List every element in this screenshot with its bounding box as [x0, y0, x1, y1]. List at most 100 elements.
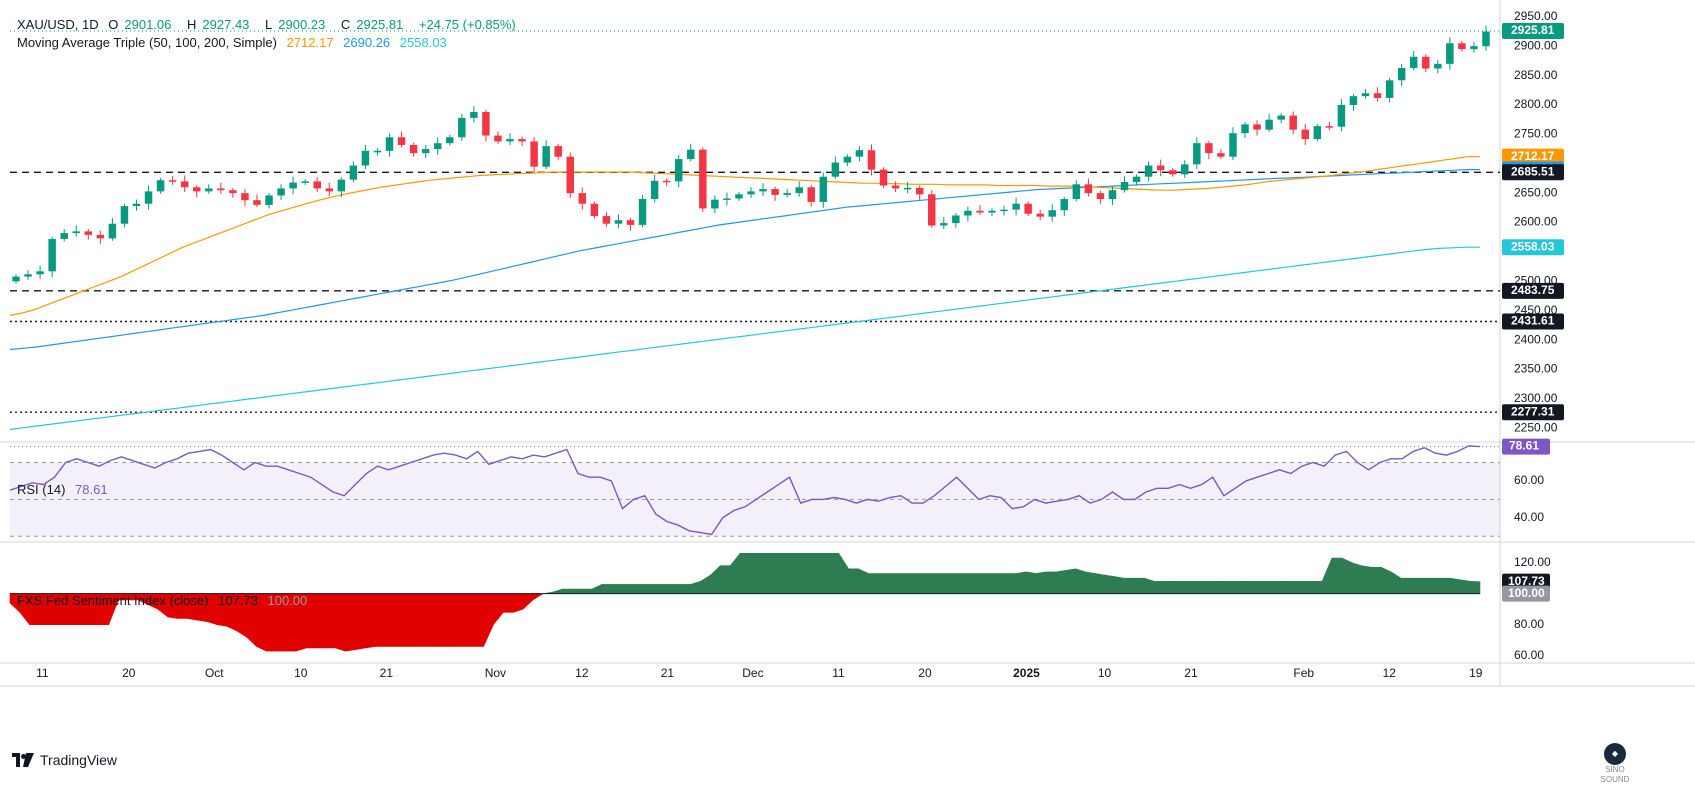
- candle-body: [409, 144, 418, 154]
- candle-body: [361, 150, 370, 166]
- price-badge: [1502, 404, 1564, 421]
- candle-body: [759, 189, 767, 192]
- sentiment-area-segment: [1193, 581, 1205, 594]
- price-badge: [1502, 313, 1564, 330]
- sentiment-badge-label: 107.73: [1508, 574, 1545, 588]
- sentiment-area-segment: [838, 552, 849, 594]
- fxs-title: FXS Fed Sentiment Index (close): [17, 593, 209, 608]
- sentiment-area-segment: [493, 593, 504, 626]
- candle-body: [542, 146, 550, 167]
- candle-body: [1265, 119, 1273, 130]
- candle-body: [711, 199, 719, 209]
- sentiment-area-segment: [1351, 562, 1362, 594]
- candle-body: [831, 162, 840, 177]
- sentiment-area-segment: [512, 593, 524, 613]
- price-tick-label: 2850.00: [1514, 68, 1558, 82]
- time-tick-label: 2025: [1013, 666, 1040, 680]
- price-badge-label: 2685.51: [1511, 164, 1555, 178]
- sentiment-area-segment: [1144, 577, 1155, 594]
- sentiment-area-segment: [631, 584, 642, 594]
- candle-body: [795, 187, 803, 194]
- sentiment-tick-label: 80.00: [1514, 617, 1544, 631]
- ma-legend: Moving Average Triple (50, 100, 200, Sim…: [17, 35, 453, 51]
- price-tick-label: 2950.00: [1514, 9, 1558, 23]
- candle-body: [277, 188, 285, 196]
- time-tick-label: 21: [661, 666, 675, 680]
- candle-body: [1409, 56, 1418, 68]
- candle-body: [590, 203, 599, 217]
- sentiment-area-segment: [680, 584, 691, 594]
- rsi-legend: RSI (14) 78.61: [17, 482, 114, 498]
- sentiment-area-segment: [581, 588, 593, 594]
- price-badge-label: 2431.61: [1511, 314, 1555, 328]
- candle-body: [1096, 193, 1105, 200]
- candle-body: [1168, 170, 1177, 175]
- sentiment-area-segment: [424, 593, 435, 647]
- time-tick-label: 19: [1469, 666, 1483, 680]
- sentiment-area-segment: [1420, 577, 1431, 594]
- candle-body: [1482, 31, 1490, 47]
- sentiment-area-segment: [1114, 576, 1126, 594]
- candle-body: [554, 146, 562, 157]
- sentiment-badge: [1502, 573, 1550, 590]
- price-badge: [1502, 164, 1564, 181]
- candle-body: [662, 180, 671, 183]
- rsi-tick-label: 40.00: [1514, 510, 1544, 524]
- sentiment-area-segment: [591, 583, 603, 594]
- sentiment-area-segment: [1262, 581, 1274, 594]
- watermark-logo: ◆ SINO SOUND: [1590, 743, 1640, 784]
- price-tick-label: 2800.00: [1514, 97, 1558, 111]
- low-value: L 2900.23: [265, 17, 331, 32]
- candle-body: [132, 203, 141, 207]
- change-value: +24.75 (+0.85%): [418, 17, 516, 32]
- high-number: 2927.43: [202, 17, 250, 32]
- candle-body: [180, 181, 189, 188]
- price-badge-label: 2277.31: [1511, 404, 1555, 418]
- rsi-badge: [1502, 438, 1550, 455]
- sentiment-area-segment: [1450, 577, 1461, 594]
- sentiment-area-segment: [1242, 581, 1254, 594]
- fxs-base: 100.00: [267, 593, 308, 608]
- candle-body: [193, 187, 201, 192]
- candle-body: [566, 156, 574, 194]
- time-tick-label: Feb: [1293, 666, 1314, 680]
- candle-body: [1217, 153, 1225, 157]
- candle-body: [446, 137, 454, 144]
- time-tick-label: 20: [918, 666, 932, 680]
- candle-body: [1132, 176, 1141, 182]
- candle-body: [1446, 43, 1454, 64]
- candle-body: [952, 215, 960, 224]
- sentiment-area-segment: [927, 573, 938, 594]
- candle-body: [313, 181, 321, 189]
- sentiment-area-segment: [907, 573, 918, 594]
- price-badge: [1502, 23, 1564, 40]
- low-number: 2900.23: [278, 17, 326, 32]
- sentiment-area-segment: [818, 553, 830, 594]
- close-value: C 2925.81: [341, 17, 409, 32]
- candle-body: [385, 137, 394, 151]
- sentiment-base-badge-label: 100.00: [1508, 586, 1545, 600]
- candle-body: [325, 188, 334, 192]
- candle-body: [253, 200, 261, 205]
- sentiment-area-segment: [690, 580, 701, 594]
- sentiment-area-segment: [660, 584, 672, 594]
- sentiment-area-segment: [917, 573, 928, 594]
- candle-body: [626, 220, 635, 225]
- price-tick-label: 2300.00: [1514, 391, 1558, 405]
- tradingview-brand[interactable]: TradingView: [12, 752, 117, 768]
- fxs-value: 107.73: [218, 593, 258, 608]
- candle-body: [879, 169, 888, 186]
- sentiment-area-segment: [1282, 581, 1293, 594]
- sentiment-area-segment: [799, 553, 810, 594]
- sentiment-area-segment: [976, 573, 987, 594]
- sentiment-area-segment: [848, 568, 859, 594]
- sentiment-area-segment: [1124, 577, 1135, 594]
- close-label: C: [340, 17, 351, 32]
- ma200-value: 2558.03: [399, 35, 447, 50]
- price-tick-label: 2900.00: [1514, 38, 1558, 52]
- sentiment-area-segment: [1410, 577, 1422, 594]
- candle-body: [1434, 63, 1442, 69]
- sentiment-area-segment: [1331, 557, 1343, 594]
- sentiment-area-segment: [522, 593, 534, 610]
